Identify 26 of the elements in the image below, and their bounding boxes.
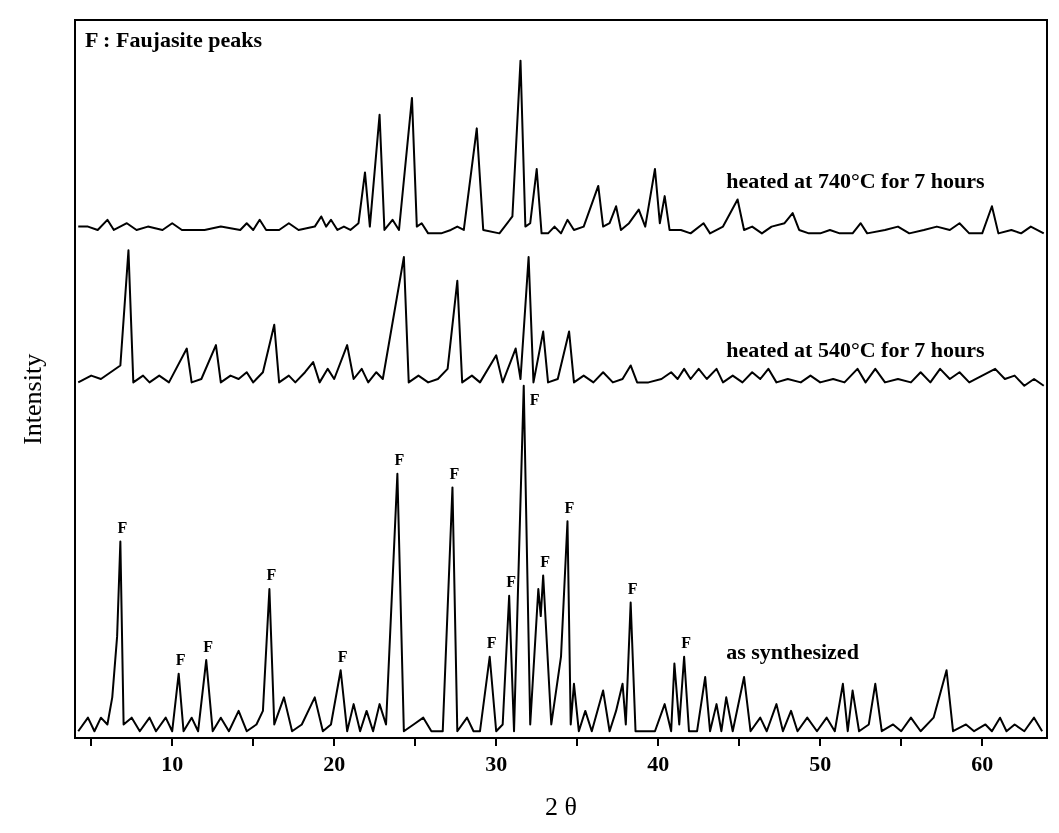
annotation: F (529, 391, 540, 409)
annotation: F (564, 498, 575, 516)
annotation: F (266, 566, 277, 584)
x-tick-label: 10 (161, 750, 184, 776)
annotation: F (506, 573, 517, 591)
annotation: F (681, 634, 692, 652)
x-tick-label: 60 (971, 750, 994, 776)
x-axis-title: 2 θ (545, 791, 577, 821)
series-label: heated at 740°C for 7 hours (726, 168, 986, 193)
annotation: F (175, 651, 186, 669)
annotation: F (203, 637, 214, 655)
annotation: F (117, 519, 128, 537)
y-axis-title: Intensity (17, 353, 47, 445)
annotation: F (337, 647, 348, 665)
annotation: F (627, 580, 638, 598)
series-label: heated at 540°C for 7 hours (726, 337, 986, 363)
text: F : Faujasite peaks (85, 26, 263, 52)
x-tick-label: 30 (485, 750, 508, 776)
annotation: F (540, 552, 551, 570)
x-tick-label: 20 (323, 750, 346, 776)
series-label: as synthesized (726, 638, 859, 664)
x-tick-label: 40 (647, 750, 670, 776)
annotation: F (486, 634, 497, 652)
annotation: F (394, 451, 405, 469)
annotation: F (449, 464, 460, 482)
x-tick-label: 50 (809, 750, 832, 776)
